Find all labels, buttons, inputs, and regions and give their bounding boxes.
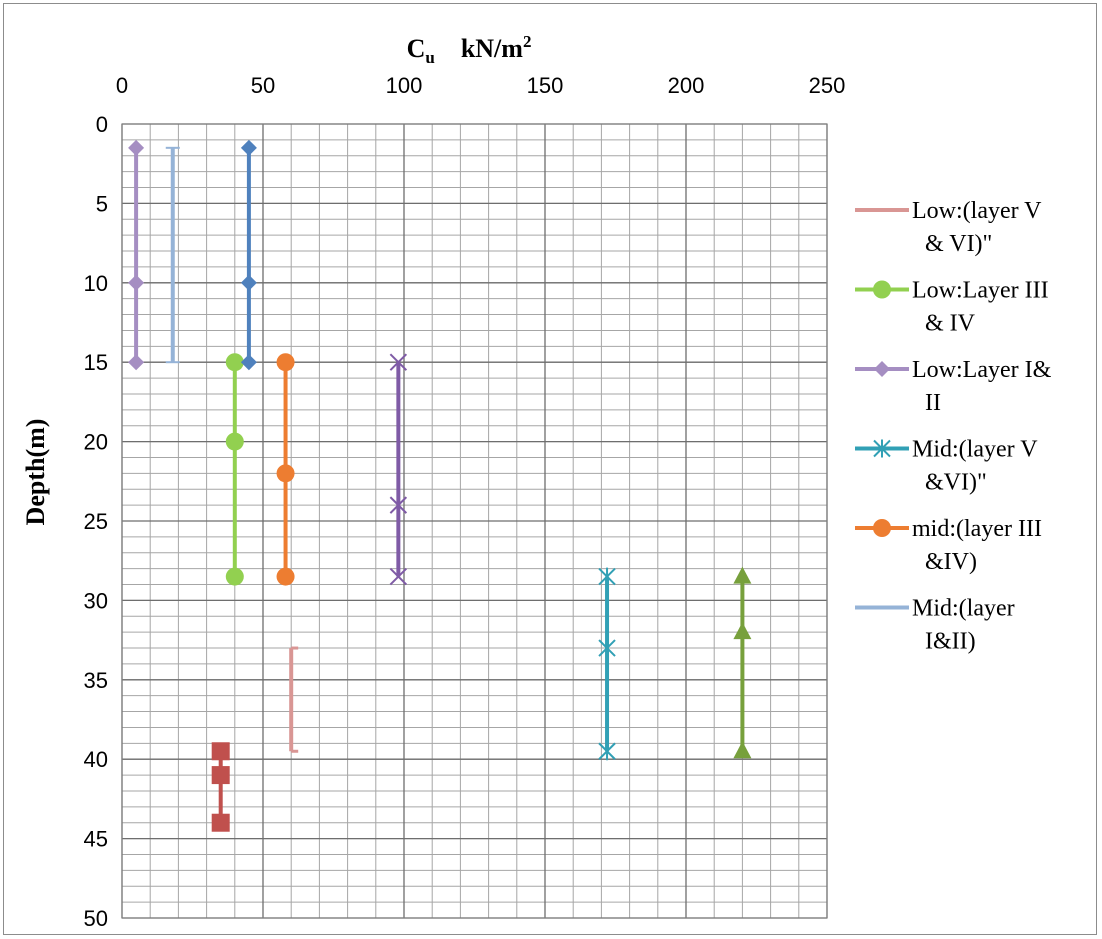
- data-point: [240, 139, 257, 156]
- legend-swatch-marker: [873, 439, 891, 458]
- legend-label: Mid:(layer I&II): [912, 596, 1015, 655]
- legend-label: Low:Layer I& II: [912, 357, 1052, 416]
- x-tick-label: 100: [386, 73, 423, 98]
- y-tick-label: 35: [84, 668, 108, 693]
- data-point: [276, 567, 295, 586]
- y-axis-title: Depth(m): [21, 419, 50, 526]
- series-layer: [128, 139, 752, 832]
- data-point: [598, 567, 616, 586]
- data-point: [225, 567, 244, 586]
- legend-label: Low:Layer III & IV: [912, 278, 1049, 337]
- data-point: [240, 274, 257, 291]
- data-point: [276, 464, 295, 483]
- x-axis-title-unit: kN/m: [461, 34, 523, 63]
- y-axis-tick-labels: 0 5 10 15 20 25 30 35 40 45 50: [84, 112, 108, 931]
- y-tick-label: 10: [84, 271, 108, 296]
- data-point: [598, 742, 616, 761]
- x-tick-label: 200: [668, 73, 705, 98]
- legend-item: Mid:(layer V &VI)": [855, 437, 1038, 496]
- y-tick-label: 30: [84, 588, 108, 613]
- data-point: [276, 353, 295, 372]
- data-series: [240, 139, 257, 371]
- y-tick-label: 40: [84, 747, 108, 772]
- data-point: [211, 766, 230, 785]
- legend-label: Mid:(layer V &VI)": [912, 437, 1038, 496]
- data-series: [598, 567, 616, 761]
- data-point: [128, 354, 145, 371]
- legend: Low:(layer V & VI)" Low:Layer III & IV Low:L…: [855, 198, 1052, 655]
- data-point: [211, 813, 230, 832]
- data-point: [211, 742, 230, 761]
- data-point: [128, 139, 145, 156]
- major-grid: [121, 123, 828, 919]
- data-point: [598, 639, 616, 658]
- data-series: [389, 353, 408, 586]
- data-point: [733, 741, 752, 759]
- x-tick-label: 250: [809, 73, 846, 98]
- legend-item: Low:(layer V & VI)": [855, 198, 1042, 257]
- data-series: [165, 146, 180, 364]
- data-series: [289, 646, 299, 753]
- data-point: [733, 566, 752, 584]
- data-series: [733, 566, 752, 759]
- data-series: [128, 139, 145, 371]
- data-point: [389, 353, 408, 371]
- data-point: [389, 567, 408, 586]
- data-series: [276, 353, 295, 586]
- data-point: [128, 274, 145, 291]
- y-tick-label: 20: [84, 430, 108, 455]
- y-tick-label: 5: [96, 191, 108, 216]
- y-tick-label: 50: [84, 906, 108, 931]
- legend-swatch-marker: [873, 519, 891, 537]
- legend-label: Low:(layer V & VI)": [912, 198, 1042, 257]
- x-tick-label: 150: [527, 73, 564, 98]
- legend-label: mid:(layer III &IV): [912, 516, 1042, 575]
- y-tick-label: 15: [84, 350, 108, 375]
- data-series: [211, 742, 230, 832]
- data-point: [225, 432, 244, 451]
- data-point: [733, 622, 752, 640]
- data-point: [225, 353, 244, 372]
- data-series: [225, 353, 244, 586]
- data-point: [389, 496, 408, 514]
- legend-item: Low:Layer I& II: [855, 357, 1052, 416]
- legend-item: Mid:(layer I&II): [855, 596, 1015, 655]
- plot-area-border: [121, 123, 828, 919]
- legend-swatch-marker: [873, 280, 891, 299]
- x-axis-title-symbol: C: [407, 34, 426, 63]
- x-axis-title-superscript: 2: [523, 32, 532, 51]
- x-axis-tick-labels: 0 50 100 150 200 250: [116, 73, 845, 98]
- x-tick-label: 50: [251, 73, 275, 98]
- legend-swatch-marker: [874, 361, 890, 377]
- y-tick-label: 45: [84, 827, 108, 852]
- y-tick-label: 0: [96, 112, 108, 137]
- y-tick-label: 25: [84, 509, 108, 534]
- data-point: [240, 354, 257, 371]
- x-tick-label: 0: [116, 73, 128, 98]
- chart-frame: [3, 3, 1097, 935]
- legend-item: mid:(layer III &IV): [855, 516, 1042, 575]
- legend-item: Low:Layer III & IV: [855, 278, 1049, 337]
- x-axis-title-subscript: u: [425, 48, 434, 67]
- x-axis-title: Cu kN/m2: [407, 32, 532, 67]
